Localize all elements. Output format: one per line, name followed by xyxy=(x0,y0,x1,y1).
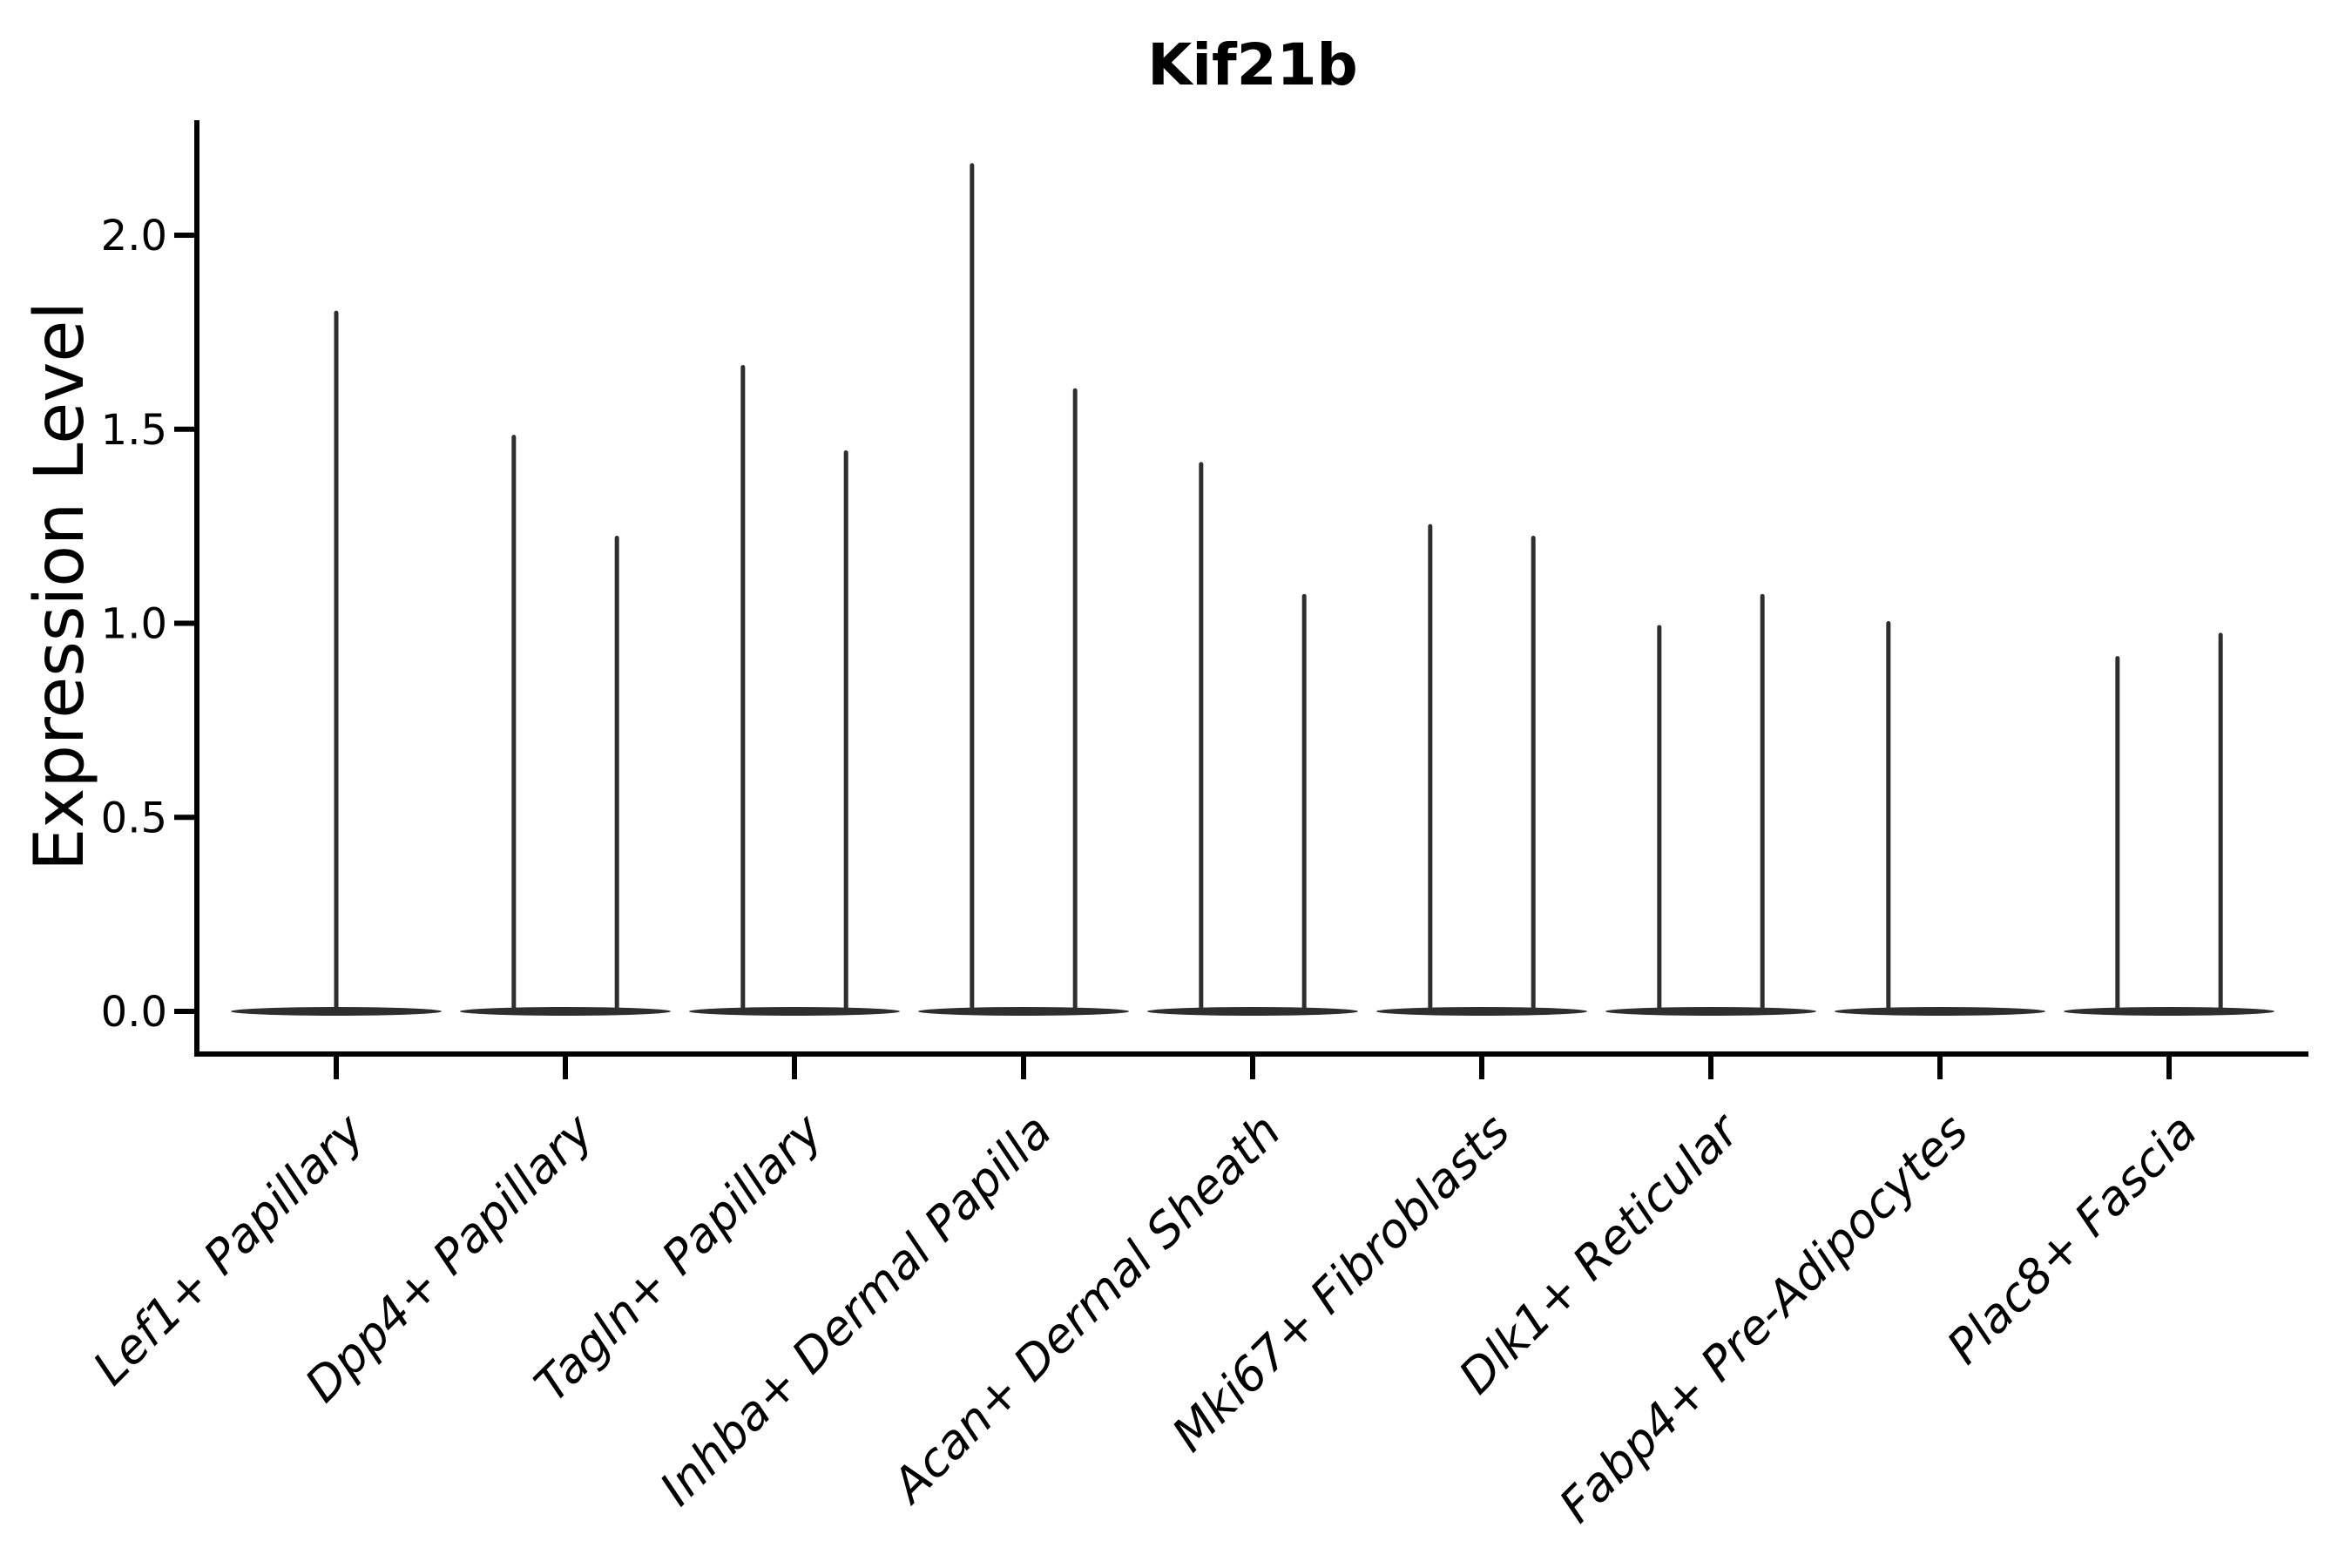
violins-layer xyxy=(231,163,2274,1016)
violin-base-6 xyxy=(1605,1007,1816,1016)
y-tick-label-2: 1.0 xyxy=(101,600,167,649)
violin-base-5 xyxy=(1376,1007,1587,1016)
y-tick-label-4: 2.0 xyxy=(101,212,167,260)
chart-title: Kif21b xyxy=(1147,31,1358,98)
axes-layer xyxy=(174,120,2308,1079)
x-tick-label-4: Acan+ Dermal Sheath xyxy=(880,1104,1291,1515)
violin-base-8 xyxy=(2064,1007,2274,1016)
violin-base-2 xyxy=(689,1007,900,1016)
x-tick-label-7: Fabp4+ Pre-Adipocytes xyxy=(1549,1104,1978,1533)
y-tick-label-1: 0.5 xyxy=(101,794,167,842)
y-tick-label-3: 1.5 xyxy=(101,406,167,455)
violin-base-1 xyxy=(460,1007,671,1016)
violin-base-3 xyxy=(918,1007,1129,1016)
x-tick-label-8: Plac8+ Fascia xyxy=(1936,1104,2207,1375)
violin-base-7 xyxy=(1835,1007,2045,1016)
violin-base-4 xyxy=(1147,1007,1358,1016)
x-tick-label-3: Inhba+ Dermal Papilla xyxy=(649,1104,1062,1517)
y-axis-label: Expression Level xyxy=(21,301,99,871)
y-tick-label-0: 0.0 xyxy=(101,988,167,1037)
